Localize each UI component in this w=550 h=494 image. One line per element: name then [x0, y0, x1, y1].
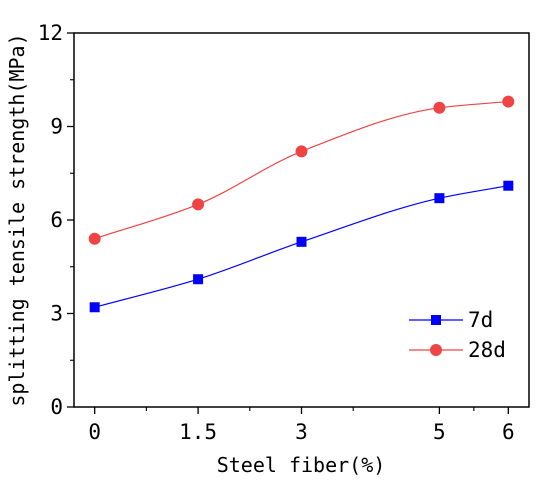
data-point-7d [296, 236, 307, 247]
x-tick-label: 6 [502, 420, 515, 444]
major-ticks [67, 32, 509, 414]
data-point-28d [433, 101, 446, 114]
y-tick-label: 3 [50, 302, 63, 326]
x-tick-label: 5 [433, 420, 446, 444]
data-point-28d [88, 232, 101, 245]
data-point-7d [503, 180, 514, 191]
x-tick-label: 3 [295, 420, 308, 444]
data-point-28d [192, 198, 205, 211]
legend-label-28d: 28d [468, 338, 506, 362]
data-point-7d [193, 274, 204, 285]
data-point-7d [89, 302, 100, 313]
y-axis-title: splitting tensile strength(MPa) [5, 33, 29, 406]
y-tick-label: 12 [38, 21, 63, 45]
legend-marker-28d [430, 344, 442, 356]
y-tick-label: 0 [50, 395, 63, 419]
minor-ticks [70, 79, 475, 411]
data-point-28d [502, 95, 515, 108]
x-tick-labels: 0 1.5 3 5 6 [88, 420, 514, 444]
series-layer [88, 95, 515, 313]
legend-label-7d: 7d [468, 308, 493, 332]
data-point-28d [295, 145, 308, 158]
plot-frame [73, 32, 530, 408]
y-tick-label: 6 [50, 208, 63, 232]
y-tick-label: 9 [50, 115, 63, 139]
y-tick-labels: 0 3 6 9 12 [38, 21, 63, 419]
series-line-28d [94, 100, 509, 240]
x-tick-label: 0 [88, 420, 101, 444]
data-point-7d [434, 193, 445, 204]
x-tick-label: 1.5 [179, 420, 217, 444]
legend: 7d 28d [409, 308, 506, 362]
x-axis-title: Steel fiber(%) [217, 453, 386, 477]
legend-marker-7d [431, 315, 441, 325]
